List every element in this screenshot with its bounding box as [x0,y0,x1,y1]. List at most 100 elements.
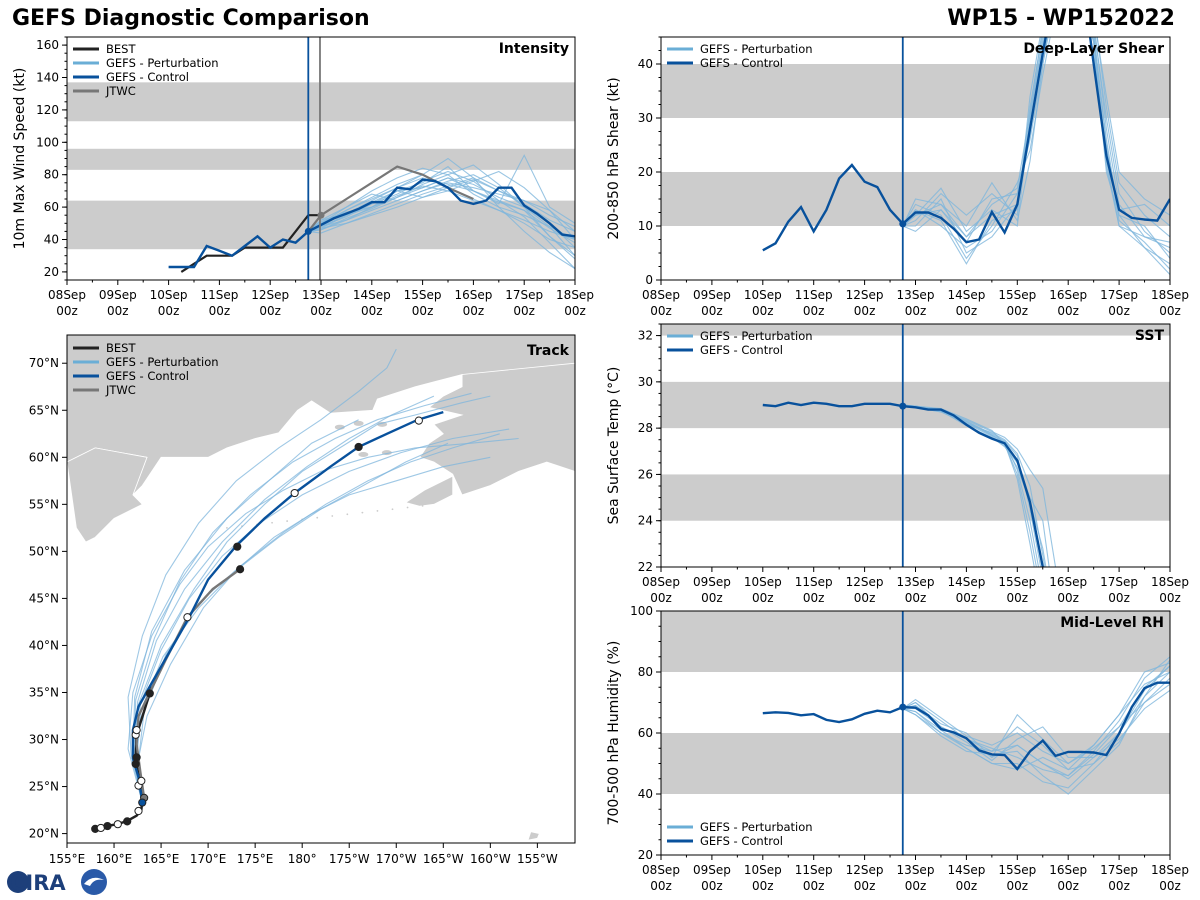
intensity-x-tick-label: 15Sep [404,288,442,302]
sst-y-tick-label: 22 [638,560,653,574]
rh-x-tick-hour: 00z [1108,879,1130,893]
shear-x-tick-hour: 00z [1057,304,1079,318]
sst-x-tick-label: 13Sep [897,575,935,589]
rh-x-tick-label: 15Sep [998,863,1036,877]
track-control-marker-3 [354,442,363,452]
intensity-perturbation-line-4 [308,170,575,232]
rh-y-tick-label: 60 [638,726,653,740]
track-x-tick-label: 170°W [376,852,417,866]
track-map: 155°E 160°E 165°E 170°E 175°E 180° 175°W 170°W 1… [29,334,576,866]
track-perturbation-5 [137,433,500,803]
sst-x-tick-label: 10Sep [744,575,782,589]
rh-y-tick-label: 80 [638,665,653,679]
shear-y-tick-label: 0 [645,273,653,287]
logo-text: CIRA [10,871,66,895]
intensity-y-tick-label: 20 [44,265,59,279]
intensity-control-line [168,178,575,269]
intensity-title: Intensity [499,41,569,57]
shear-x-tick-hour: 00z [701,304,723,318]
sst-y-tick-label: 24 [638,514,653,528]
rh-perturbation-line-7 [902,662,1170,765]
aleutian-island-11 [391,508,394,511]
sst-x-tick-label: 17Sep [1100,575,1138,589]
rh-x-tick-label: 18Sep [1151,863,1189,877]
rh-x-tick-hour: 00z [956,879,978,893]
track-y-tick-label: 50°N [29,544,59,558]
sst-legend-label: GEFS - Control [700,343,783,357]
intensity-perturbation-line-12 [308,185,575,249]
aleutian-island-10 [376,510,379,512]
globe-icon [7,871,29,893]
intensity-x-tick-hour: 00z [412,304,434,318]
intensity-init-point [304,227,312,235]
rh-perturbation-line-8 [902,683,1170,771]
shear-x-tick-label: 10Sep [744,288,782,302]
sst-x-tick-hour: 00z [1057,591,1079,605]
rh-x-tick-hour: 00z [803,879,825,893]
intensity-legend-label: GEFS - Perturbation [106,56,219,70]
intensity-x-tick-hour: 00z [513,304,535,318]
track-legend-label: GEFS - Perturbation [106,355,219,369]
intensity-x-tick-label: 18Sep [556,288,594,302]
sst-x-tick-hour: 00z [650,591,672,605]
rh-x-tick-label: 08Sep [642,863,680,877]
track-y-tick-label: 65°N [29,403,59,417]
intensity-legend-label: BEST [106,42,136,56]
sst-band-1 [661,381,1170,429]
rh-x-tick-label: 16Sep [1049,863,1087,877]
shear-y-tick-label: 20 [638,165,653,179]
track-y-tick-label: 45°N [29,591,59,605]
intensity-x-tick-label: 17Sep [505,288,543,302]
intensity-y-tick-label: 120 [36,103,59,117]
track-y-tick-label: 70°N [29,356,59,370]
shear-legend-label: GEFS - Control [700,56,783,70]
intensity-x-tick-label: 14Sep [353,288,391,302]
alaska-peninsula [404,475,454,507]
intensity-x-tick-label: 08Sep [48,288,86,302]
intensity-x-tick-label: 16Sep [454,288,492,302]
shear-x-tick-label: 08Sep [642,288,680,302]
intensity-perturbation-line-7 [308,177,575,234]
shear-x-tick-hour: 00z [905,304,927,318]
intensity-y-axis-label: 10m Max Wind Speed (kt) [12,68,28,250]
shear-x-tick-hour: 00z [1108,304,1130,318]
intensity-legend-label: GEFS - Control [106,70,189,84]
intensity-jtwc-init-point [317,211,325,219]
shear-x-tick-hour: 00z [956,304,978,318]
intensity-x-tick-label: 10Sep [150,288,188,302]
sst-y-tick-label: 26 [638,467,653,481]
track-legend-label: GEFS - Control [106,369,189,383]
shear-y-axis-label: 200-850 hPa Shear (kt) [606,77,622,239]
intensity-band-1 [67,148,575,170]
rh-x-tick-label: 10Sep [744,863,782,877]
rh-x-tick-label: 14Sep [947,863,985,877]
track-jtwc-marker-2 [183,613,192,622]
rh-y-tick-label: 100 [630,604,653,618]
rh-band-0 [661,733,1170,794]
sst-x-tick-hour: 00z [1108,591,1130,605]
intensity-y-tick-label: 100 [36,135,59,149]
aleutian-island-13 [421,504,424,507]
intensity-x-tick-label: 11Sep [200,288,238,302]
intensity-x-tick-hour: 00z [310,304,332,318]
intensity-x-tick-label: 09Sep [99,288,137,302]
track-y-tick-label: 35°N [29,685,59,699]
shear-x-tick-label: 09Sep [693,288,731,302]
track-x-tick-label: 175°E [237,852,274,866]
sst-x-tick-label: 15Sep [998,575,1036,589]
shear-x-tick-hour: 00z [1007,304,1029,318]
sst-legend-label: GEFS - Perturbation [700,329,813,343]
track-best-marker-4 [123,817,132,826]
sst-y-tick-label: 30 [638,375,653,389]
aleutian-island-0 [226,526,228,529]
intensity-x-tick-label: 13Sep [302,288,340,302]
sst-chart: 22 24 26 28 30 32 08Sep 00z 09Sep 00z 10Sep 00z 11Se… [606,323,1189,605]
shear-perturbation-line-2 [902,37,1170,259]
track-y-tick-label: 55°N [29,497,59,511]
sst-x-tick-label: 08Sep [642,575,680,589]
rh-legend-label: GEFS - Perturbation [700,820,813,834]
track-control-marker-1 [233,542,242,551]
sst-x-tick-label: 11Sep [795,575,833,589]
rh-x-tick-label: 13Sep [897,863,935,877]
rh-x-tick-hour: 00z [650,879,672,893]
